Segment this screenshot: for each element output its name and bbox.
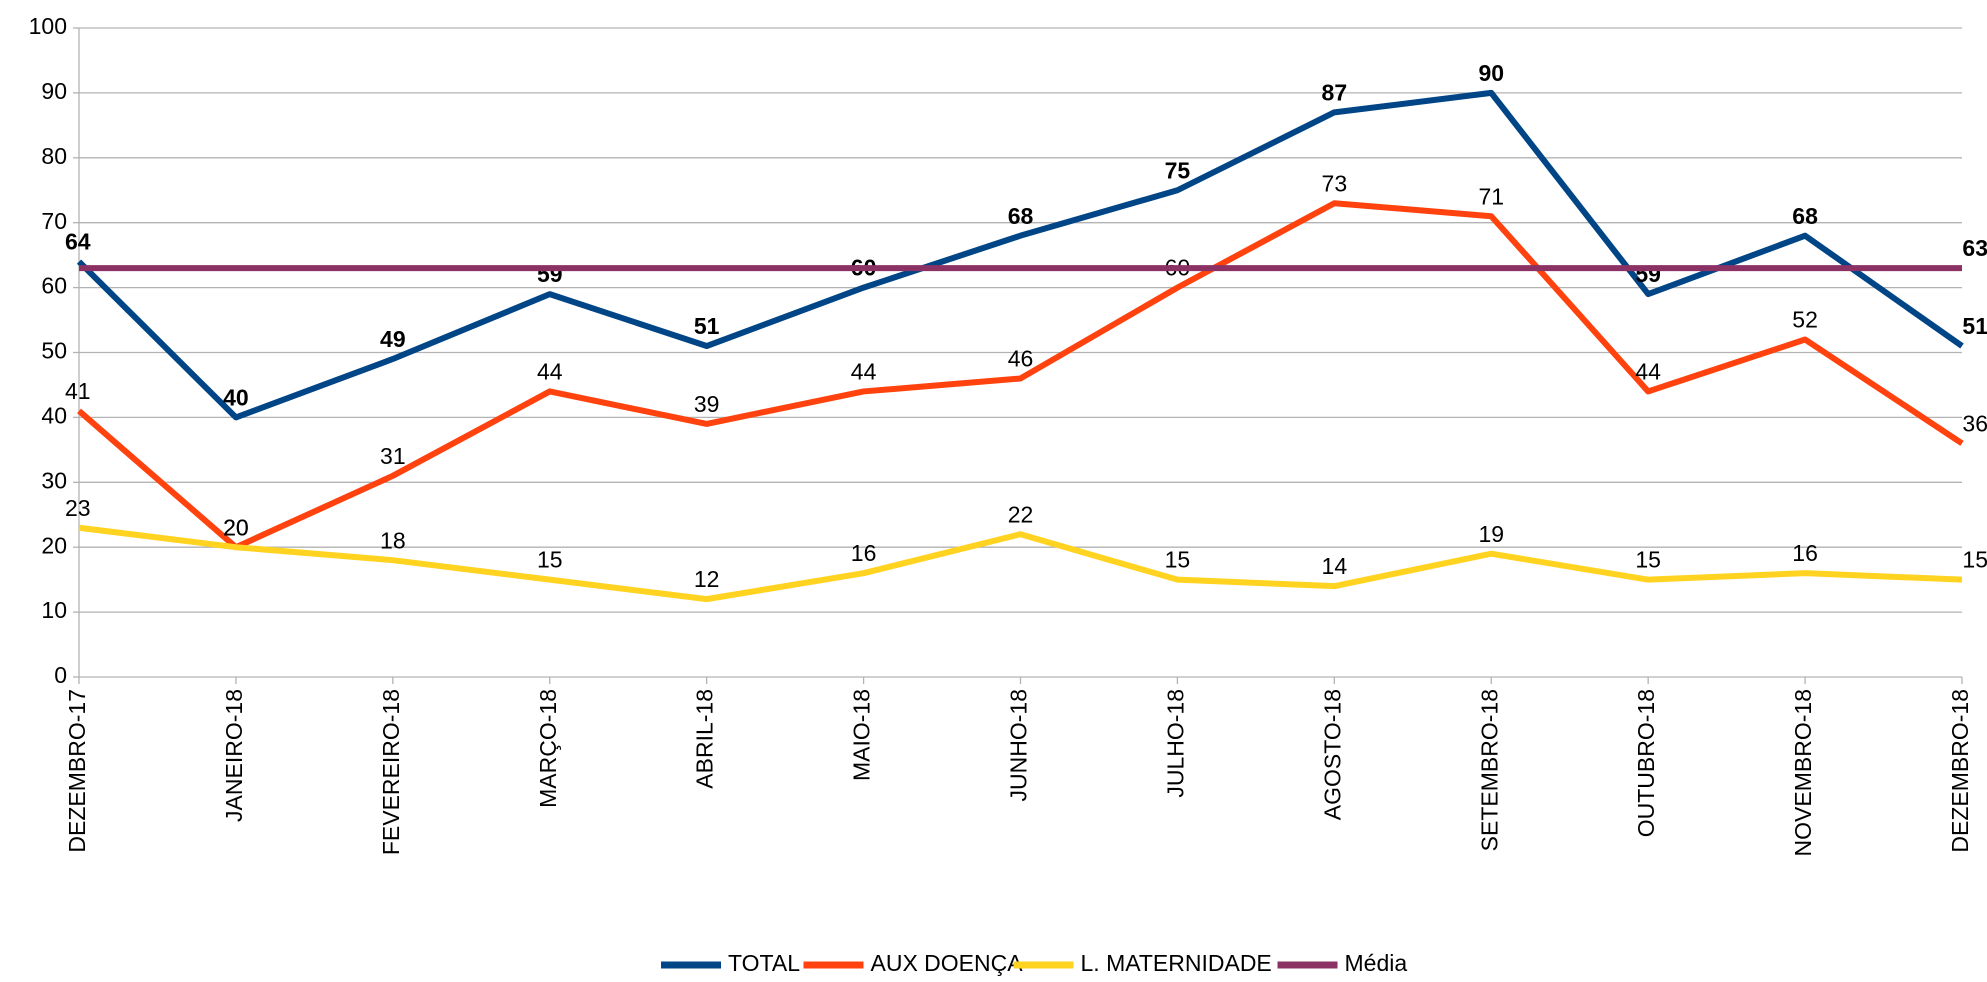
y-tick-label: 50 — [41, 338, 67, 364]
x-tick-label: JUNHO-18 — [1006, 689, 1032, 801]
x-tick-label: JANEIRO-18 — [221, 689, 247, 822]
data-label: 59 — [1635, 261, 1661, 287]
data-label: 16 — [1792, 540, 1818, 566]
data-label: 22 — [1008, 501, 1034, 527]
legend-label: AUX DOENÇA — [871, 950, 1024, 976]
data-label: 39 — [694, 391, 720, 417]
series-line — [77, 200, 1964, 551]
data-label: 44 — [851, 359, 877, 385]
x-tick-label: AGOSTO-18 — [1319, 689, 1345, 820]
x-tick-label: SETEMBRO-18 — [1476, 689, 1502, 851]
data-label: 15 — [1635, 547, 1661, 573]
legend-label: Média — [1345, 950, 1408, 976]
legend-label: L. MATERNIDADE — [1081, 950, 1272, 976]
data-label: 40 — [223, 384, 249, 410]
y-tick-label: 20 — [41, 532, 67, 558]
data-label: 51 — [1962, 313, 1987, 339]
data-label: 51 — [694, 313, 720, 339]
data-label: 18 — [380, 527, 406, 553]
y-tick-label: 60 — [41, 273, 67, 299]
y-tick-label: 90 — [41, 78, 67, 104]
data-label: 14 — [1322, 553, 1348, 579]
data-label: 15 — [537, 547, 563, 573]
x-tick-label: MAIO-18 — [849, 689, 875, 781]
data-label: 15 — [1962, 547, 1987, 573]
y-tick-label: 70 — [41, 208, 67, 234]
x-tick-label: ABRIL-18 — [692, 689, 718, 789]
data-label: 90 — [1478, 60, 1504, 86]
data-label: 20 — [223, 514, 249, 540]
y-tick-label: 100 — [29, 13, 67, 39]
data-label: 36 — [1962, 410, 1987, 436]
x-tick-label: JULHO-18 — [1162, 689, 1188, 798]
data-label: 63 — [1962, 235, 1987, 261]
data-label: 44 — [1635, 359, 1661, 385]
data-label: 68 — [1792, 203, 1818, 229]
data-label: 31 — [380, 443, 406, 469]
data-label: 68 — [1008, 203, 1034, 229]
x-tick-label: OUTUBRO-18 — [1633, 689, 1659, 837]
data-label: 19 — [1478, 521, 1504, 547]
x-tick-label: DEZEMBRO-18 — [1947, 689, 1973, 853]
data-label: 23 — [65, 495, 91, 521]
y-tick-label: 0 — [54, 662, 67, 688]
data-label: 52 — [1792, 307, 1818, 333]
data-label: 73 — [1322, 170, 1348, 196]
data-label: 41 — [65, 378, 91, 404]
x-tick-label: MARÇO-18 — [535, 689, 561, 808]
data-label: 75 — [1165, 157, 1191, 183]
data-label: 15 — [1165, 547, 1191, 573]
data-label: 49 — [380, 326, 406, 352]
series-line — [76, 89, 1964, 421]
x-tick-label: DEZEMBRO-17 — [64, 689, 90, 853]
data-label: 20 — [223, 514, 249, 540]
series-line — [78, 524, 1963, 603]
legend-label: TOTAL — [728, 950, 800, 976]
y-tick-label: 10 — [41, 597, 67, 623]
y-tick-label: 30 — [41, 467, 67, 493]
data-label: 44 — [537, 359, 563, 385]
x-tick-label: FEVEREIRO-18 — [378, 689, 404, 855]
data-label: 71 — [1478, 183, 1504, 209]
y-tick-label: 40 — [41, 402, 67, 428]
data-label: 16 — [851, 540, 877, 566]
x-tick-label: NOVEMBRO-18 — [1790, 689, 1816, 856]
data-label: 46 — [1008, 346, 1034, 372]
data-label: 87 — [1322, 79, 1348, 105]
data-label: 64 — [65, 229, 91, 255]
y-tick-label: 80 — [41, 143, 67, 169]
data-label: 59 — [537, 261, 563, 287]
data-label: 12 — [694, 566, 720, 592]
